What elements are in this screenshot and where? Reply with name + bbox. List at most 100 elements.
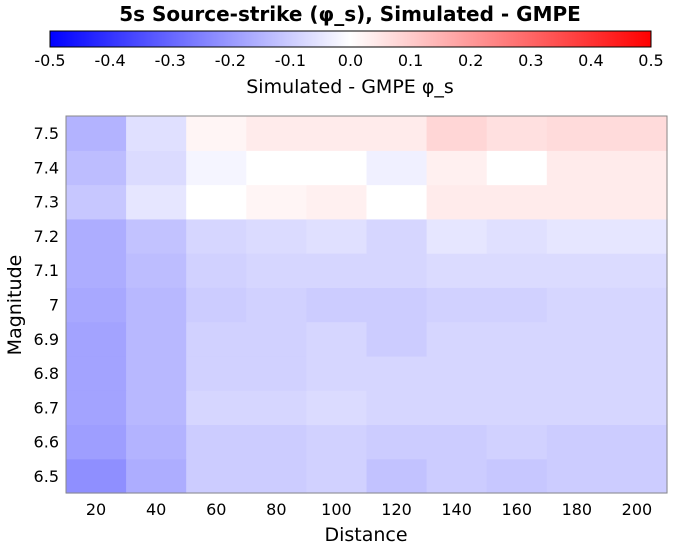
colorbar-tick-label: -0.5 xyxy=(34,51,65,70)
x-tick-label: 200 xyxy=(622,500,653,519)
x-tick-label: 100 xyxy=(321,500,352,519)
heatmap-cell xyxy=(546,424,608,460)
heatmap-cell xyxy=(66,116,127,151)
heatmap-cell xyxy=(426,150,488,186)
heatmap-cell xyxy=(366,390,428,426)
heatmap-cell xyxy=(126,390,187,426)
heatmap-cell xyxy=(246,218,307,254)
heatmap-cell xyxy=(486,184,548,220)
heatmap-cell xyxy=(366,321,428,357)
y-tick-label: 7.5 xyxy=(34,124,59,143)
colorbar-tick-label: 0.2 xyxy=(458,51,483,70)
heatmap-cell xyxy=(606,184,668,220)
y-tick-label: 7.2 xyxy=(34,227,59,246)
heatmap-cell xyxy=(126,218,187,254)
heatmap-cell xyxy=(426,424,488,460)
heatmap-cell xyxy=(426,355,488,391)
heatmap-cell xyxy=(366,424,428,460)
colorbar-tick-label: -0.1 xyxy=(275,51,306,70)
heatmap-cells xyxy=(66,116,668,494)
heatmap-cell xyxy=(126,287,187,323)
heatmap-cell xyxy=(546,150,608,186)
heatmap-cell xyxy=(486,287,548,323)
heatmap-cell xyxy=(126,321,187,357)
heatmap-cell xyxy=(546,458,608,494)
heatmap-cell xyxy=(366,287,428,323)
x-tick-label: 160 xyxy=(501,500,532,519)
x-tick-label: 180 xyxy=(562,500,593,519)
y-axis-ticks: 6.5 6.6 6.7 6.8 6.9 7 7.1 7.2 7.3 7.4 7.5 xyxy=(34,124,59,486)
heatmap-cell xyxy=(306,184,368,220)
heatmap-cell xyxy=(306,253,368,288)
heatmap-cell xyxy=(426,116,488,151)
colorbar-tick-label: 0.3 xyxy=(518,51,543,70)
heatmap-cell xyxy=(246,424,307,460)
heatmap-cell xyxy=(606,253,668,288)
heatmap-cell xyxy=(366,218,428,254)
heatmap-cell xyxy=(546,184,608,220)
heatmap-cell xyxy=(126,184,187,220)
colorbar-tick-label: 0.0 xyxy=(338,51,363,70)
heatmap-cell xyxy=(306,287,368,323)
heatmap-cell xyxy=(246,116,307,151)
heatmap-cell xyxy=(246,355,307,391)
heatmap-cell xyxy=(66,253,127,288)
colorbar-tick-label: 0.4 xyxy=(578,51,603,70)
heatmap-cell xyxy=(486,116,548,151)
x-axis-label: Distance xyxy=(324,524,407,546)
heatmap-cell xyxy=(366,116,428,151)
heatmap-cell xyxy=(486,253,548,288)
heatmap-cell xyxy=(546,321,608,357)
heatmap-cell xyxy=(426,184,488,220)
heatmap-cell xyxy=(426,218,488,254)
x-axis-ticks: 20 40 60 80 100 120 140 160 180 200 xyxy=(86,500,652,519)
y-tick-label: 7.1 xyxy=(34,261,59,280)
colorbar-tick-label: 0.1 xyxy=(398,51,423,70)
heatmap-cell xyxy=(546,253,608,288)
heatmap-cell xyxy=(426,458,488,494)
heatmap-cell xyxy=(186,218,247,254)
heatmap-cell xyxy=(426,390,488,426)
heatmap-cell xyxy=(186,253,247,288)
heatmap-cell xyxy=(606,218,668,254)
heatmap-cell xyxy=(486,390,548,426)
heatmap-cell xyxy=(306,150,368,186)
heatmap-cell xyxy=(486,218,548,254)
colorbar-tick-label: -0.2 xyxy=(215,51,246,70)
heatmap-cell xyxy=(126,458,187,494)
y-tick-label: 6.8 xyxy=(34,364,59,383)
heatmap-cell xyxy=(126,150,187,186)
heatmap-cell xyxy=(546,355,608,391)
x-tick-label: 40 xyxy=(146,500,166,519)
colorbar-ticks: -0.5 -0.4 -0.3 -0.2 -0.1 0.0 0.1 0.2 0.3 0.4 0.5 xyxy=(34,51,663,70)
heatmap-cell xyxy=(306,458,368,494)
heatmap-cell xyxy=(246,184,307,220)
heatmap-cell xyxy=(66,218,127,254)
heatmap-cell xyxy=(426,253,488,288)
y-tick-label: 6.7 xyxy=(34,398,59,417)
heatmap-cell xyxy=(66,355,127,391)
heatmap-cell xyxy=(186,424,247,460)
heatmap-cell xyxy=(306,218,368,254)
heatmap-cell xyxy=(186,184,247,220)
heatmap-cell xyxy=(606,116,668,151)
heatmap-cell xyxy=(66,287,127,323)
heatmap-cell xyxy=(66,321,127,357)
heatmap-cell xyxy=(426,321,488,357)
colorbar-label: Simulated - GMPE φ_s xyxy=(246,76,454,98)
heatmap-cell xyxy=(606,390,668,426)
heatmap-cell xyxy=(606,287,668,323)
heatmap-cell xyxy=(606,321,668,357)
x-tick-label: 140 xyxy=(441,500,472,519)
heatmap-cell xyxy=(606,458,668,494)
heatmap-cell xyxy=(246,150,307,186)
heatmap-cell xyxy=(66,458,127,494)
heatmap-cell xyxy=(366,355,428,391)
heatmap-cell xyxy=(186,116,247,151)
heatmap-cell xyxy=(486,150,548,186)
heatmap-cell xyxy=(306,424,368,460)
heatmap-cell xyxy=(366,184,428,220)
heatmap-cell xyxy=(606,150,668,186)
colorbar-tick-label: 0.5 xyxy=(638,51,663,70)
